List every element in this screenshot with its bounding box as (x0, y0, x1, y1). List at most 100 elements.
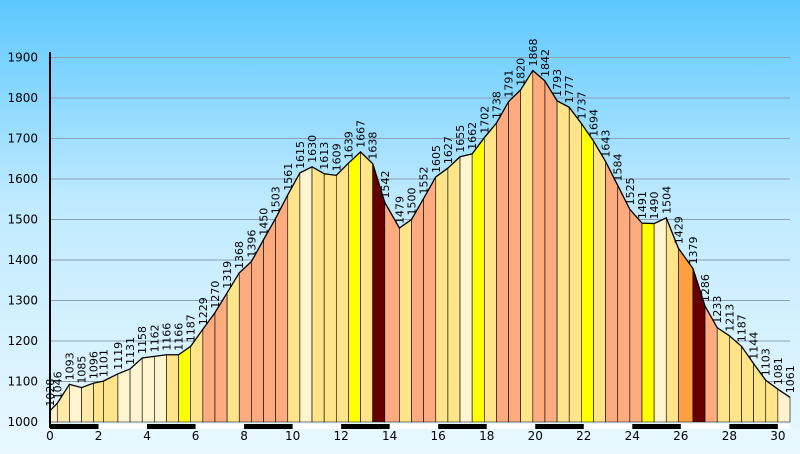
data-label: 1639 (342, 131, 355, 159)
x-axis-bar-segment (632, 424, 681, 429)
elevation-segment (496, 100, 509, 423)
elevation-segment (372, 163, 386, 423)
elevation-segment (348, 151, 361, 423)
data-label: 1609 (330, 143, 343, 171)
elevation-segment (69, 383, 82, 423)
elevation-segment (605, 161, 619, 423)
x-tick-label: 28 (722, 429, 737, 443)
data-label: 1615 (294, 141, 307, 169)
elevation-segment (617, 185, 631, 423)
data-label: 1561 (282, 163, 295, 191)
elevation-segment (593, 139, 606, 423)
data-label: 1491 (636, 191, 649, 219)
y-tick-label: 1200 (7, 334, 38, 348)
elevation-segment (287, 171, 301, 423)
data-label: 1093 (63, 352, 76, 380)
data-label: 1096 (88, 351, 101, 379)
data-label: 1028 (44, 379, 57, 407)
elevation-segment (581, 122, 594, 423)
data-label: 1479 (393, 196, 406, 224)
data-label: 1101 (97, 349, 110, 377)
x-tick-label: 10 (285, 429, 300, 443)
x-tick-label: 2 (95, 429, 103, 443)
data-label: 1103 (760, 348, 773, 376)
x-tick-label: 6 (192, 429, 200, 443)
profile-line (49, 69, 791, 412)
x-tick-label: 4 (143, 429, 151, 443)
data-label: 1842 (539, 49, 552, 77)
data-label: 1166 (173, 323, 186, 351)
data-label: 1490 (648, 192, 661, 220)
data-label: 1503 (270, 186, 283, 214)
elevation-segment (238, 260, 252, 423)
elevation-segment (178, 345, 192, 423)
elevation-segment (226, 271, 240, 423)
data-label: 1662 (466, 122, 479, 150)
y-tick-labels: 1000 1100 1200 1300 1400 1500 1600 1700 1800 1900 (7, 51, 38, 430)
elevation-segment (459, 153, 473, 423)
data-label: 1694 (587, 109, 600, 137)
data-label: 1630 (306, 135, 319, 163)
y-tick-label: 1800 (7, 91, 38, 105)
elevation-segment (202, 311, 216, 423)
profile-outline (49, 69, 791, 412)
data-label: 1233 (711, 296, 724, 324)
x-tick-label: 20 (528, 429, 543, 443)
data-label: 1605 (430, 145, 443, 173)
data-label: 1187 (185, 314, 198, 342)
x-axis-bar-segment (438, 424, 487, 429)
data-label: 1429 (672, 216, 685, 244)
elevation-segment (275, 194, 289, 423)
data-label: 1166 (160, 323, 173, 351)
elevation-segment (716, 327, 730, 423)
x-axis-bar-segment (729, 424, 778, 429)
data-label: 1613 (318, 142, 331, 170)
elevation-segment (335, 162, 349, 423)
elevation-segment (544, 79, 558, 423)
data-label: 1820 (515, 58, 528, 86)
y-tick-label: 1500 (7, 213, 38, 227)
data-label: 1643 (600, 130, 613, 158)
data-label: 1396 (245, 230, 258, 258)
x-tick-label: 0 (46, 429, 54, 443)
y-tick-label: 1900 (7, 51, 38, 65)
data-label: 1552 (418, 166, 431, 194)
x-tick-label: 22 (576, 429, 591, 443)
data-label: 1379 (687, 237, 700, 265)
x-axis-bar-segment (147, 424, 196, 429)
data-label: 1229 (197, 297, 210, 325)
x-tick-label: 14 (382, 429, 397, 443)
data-label: 1046 (51, 371, 64, 399)
data-label: 1584 (612, 153, 625, 181)
elevation-segment (299, 166, 313, 423)
elevation-segment (214, 291, 228, 423)
data-label: 1638 (367, 132, 380, 160)
elevation-segment (141, 356, 155, 423)
y-tick-label: 1000 (7, 415, 38, 429)
elevation-segment (423, 175, 437, 423)
elevation-segment (568, 106, 582, 423)
elevation-segment (765, 379, 779, 423)
x-axis-bar-segment (244, 424, 293, 429)
elevation-segment (729, 335, 742, 423)
elevation-segment (532, 69, 546, 423)
data-label: 1868 (527, 38, 540, 66)
elevation-segment (471, 136, 485, 423)
elevation-segment (166, 354, 179, 423)
elevation-segment (483, 122, 497, 423)
data-label: 1081 (772, 357, 785, 385)
data-label: 1627 (442, 136, 455, 164)
elevation-segment (251, 238, 264, 423)
elevation-segments (49, 69, 791, 423)
data-label: 1158 (136, 326, 149, 354)
data-label: 1542 (379, 170, 392, 198)
elevation-segment (93, 380, 104, 423)
data-label: 1793 (551, 69, 564, 97)
x-tick-label: 30 (770, 429, 785, 443)
x-tick-label: 16 (431, 429, 446, 443)
elevation-segment (117, 368, 131, 423)
x-axis-bar-segment (50, 424, 99, 429)
x-tick-label: 26 (673, 429, 688, 443)
data-label: 1187 (735, 314, 748, 342)
